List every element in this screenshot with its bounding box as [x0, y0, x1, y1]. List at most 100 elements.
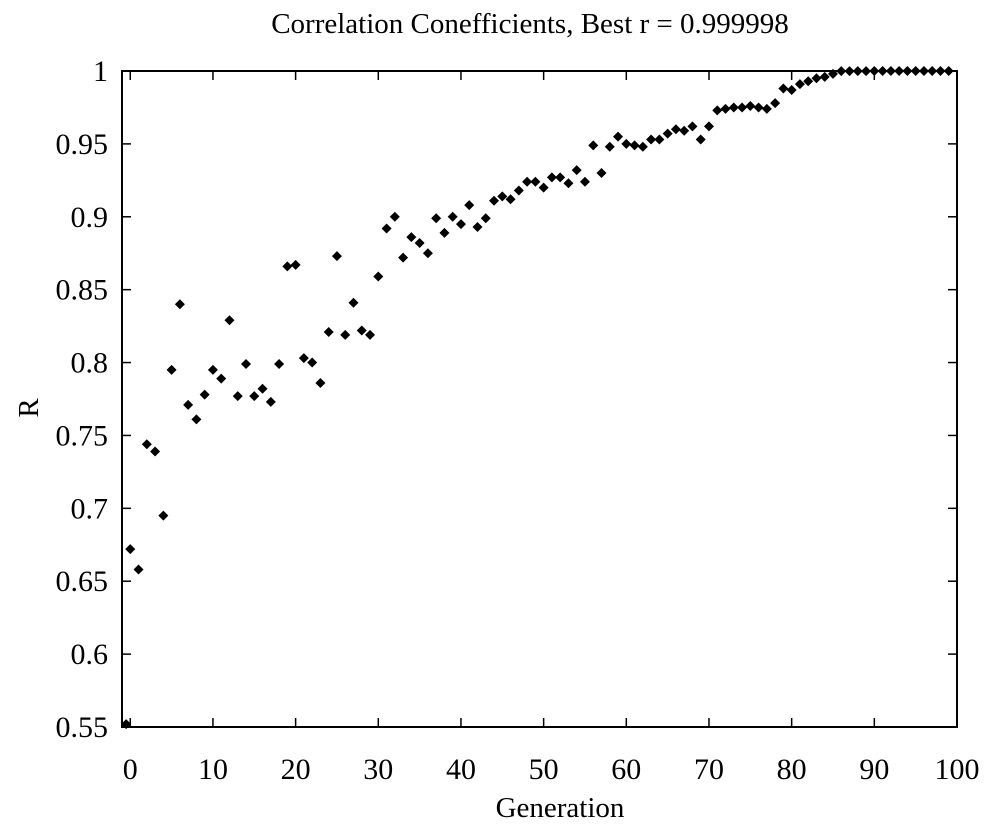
data-point	[290, 259, 301, 270]
data-point	[588, 140, 599, 151]
y-tick-label: 0.8	[71, 347, 109, 380]
data-point	[538, 182, 549, 193]
y-tick-label: 0.7	[71, 492, 109, 525]
y-tick-label: 1	[93, 55, 108, 88]
data-point	[472, 221, 483, 232]
data-point	[770, 98, 781, 109]
data-point	[679, 125, 690, 136]
data-point	[340, 329, 351, 340]
data-point	[373, 271, 384, 282]
data-point	[389, 211, 400, 222]
data-point	[282, 261, 293, 272]
data-point	[447, 211, 458, 222]
y-tick-label: 0.95	[56, 128, 109, 161]
data-point	[803, 76, 814, 87]
data-point	[522, 176, 533, 187]
data-point	[621, 138, 632, 149]
data-point	[745, 100, 756, 111]
data-point	[819, 71, 830, 82]
data-point	[232, 391, 243, 402]
y-tick-label: 0.6	[71, 638, 109, 671]
data-point	[712, 105, 723, 116]
data-point	[480, 213, 491, 224]
data-point	[183, 399, 194, 410]
data-point	[125, 544, 136, 555]
x-tick-label: 70	[694, 753, 724, 786]
data-point	[695, 134, 706, 145]
x-tick-label: 80	[777, 753, 807, 786]
data-point	[753, 102, 764, 113]
x-tick-label: 100	[935, 753, 980, 786]
data-point	[563, 178, 574, 189]
data-point	[703, 121, 714, 132]
data-point	[406, 232, 417, 243]
data-point	[786, 84, 797, 95]
data-point	[637, 141, 648, 152]
data-point	[794, 79, 805, 90]
data-point	[555, 172, 566, 183]
data-point	[150, 446, 161, 457]
data-point	[579, 176, 590, 187]
data-point	[174, 299, 185, 310]
plot-frame	[121, 70, 958, 728]
data-point	[224, 315, 235, 326]
data-point	[241, 359, 252, 370]
y-axis-label: R	[13, 398, 45, 418]
data-point	[315, 377, 326, 388]
data-point	[414, 238, 425, 249]
data-point	[728, 102, 739, 113]
data-point	[489, 195, 500, 206]
data-point	[249, 391, 260, 402]
data-point	[381, 223, 392, 234]
data-point	[431, 213, 442, 224]
data-point	[646, 134, 657, 145]
data-point	[398, 252, 409, 263]
data-point	[497, 191, 508, 202]
data-point	[613, 131, 624, 142]
data-point	[778, 83, 789, 94]
data-point	[356, 325, 367, 336]
y-tick-label: 0.9	[71, 201, 109, 234]
data-point	[158, 510, 169, 521]
data-point	[455, 219, 466, 230]
axis-ticks: 0 10 20 30 40 50 60 70 80 90 100 0.55 0.6 0.65 0.7 0.75…	[56, 55, 980, 786]
x-tick-label: 90	[859, 753, 889, 786]
x-tick-label: 50	[529, 753, 559, 786]
x-tick-label: 10	[198, 753, 228, 786]
data-point	[298, 353, 309, 364]
data-point	[365, 329, 376, 340]
x-axis-label: Generation	[496, 792, 625, 824]
data-point	[571, 165, 582, 176]
data-point	[331, 251, 342, 262]
y-tick-label: 0.85	[56, 274, 109, 307]
data-point	[274, 359, 285, 370]
y-tick-label: 0.65	[56, 565, 109, 598]
data-point	[629, 140, 640, 151]
x-tick-label: 60	[611, 753, 641, 786]
data-point	[505, 194, 516, 205]
data-point	[207, 364, 218, 375]
data-point	[265, 396, 276, 407]
x-tick-label: 0	[123, 753, 138, 786]
data-point	[513, 185, 524, 196]
data-point	[670, 124, 681, 135]
data-point	[257, 383, 268, 394]
y-tick-label: 0.75	[56, 419, 109, 452]
data-point	[216, 373, 227, 384]
data-point	[596, 168, 607, 179]
data-point	[348, 297, 359, 308]
x-tick-label: 30	[363, 753, 393, 786]
y-tick-label: 0.55	[56, 711, 109, 744]
chart-title: Correlation Conefficients, Best r = 0.99…	[271, 8, 789, 40]
data-point	[654, 134, 665, 145]
data-point	[737, 102, 748, 113]
data-point	[687, 121, 698, 132]
data-point	[546, 172, 557, 183]
data-point	[133, 564, 144, 575]
data-point	[761, 103, 772, 114]
data-point	[166, 364, 177, 375]
data-point	[141, 439, 152, 450]
data-point	[720, 103, 731, 114]
data-points	[121, 66, 954, 730]
